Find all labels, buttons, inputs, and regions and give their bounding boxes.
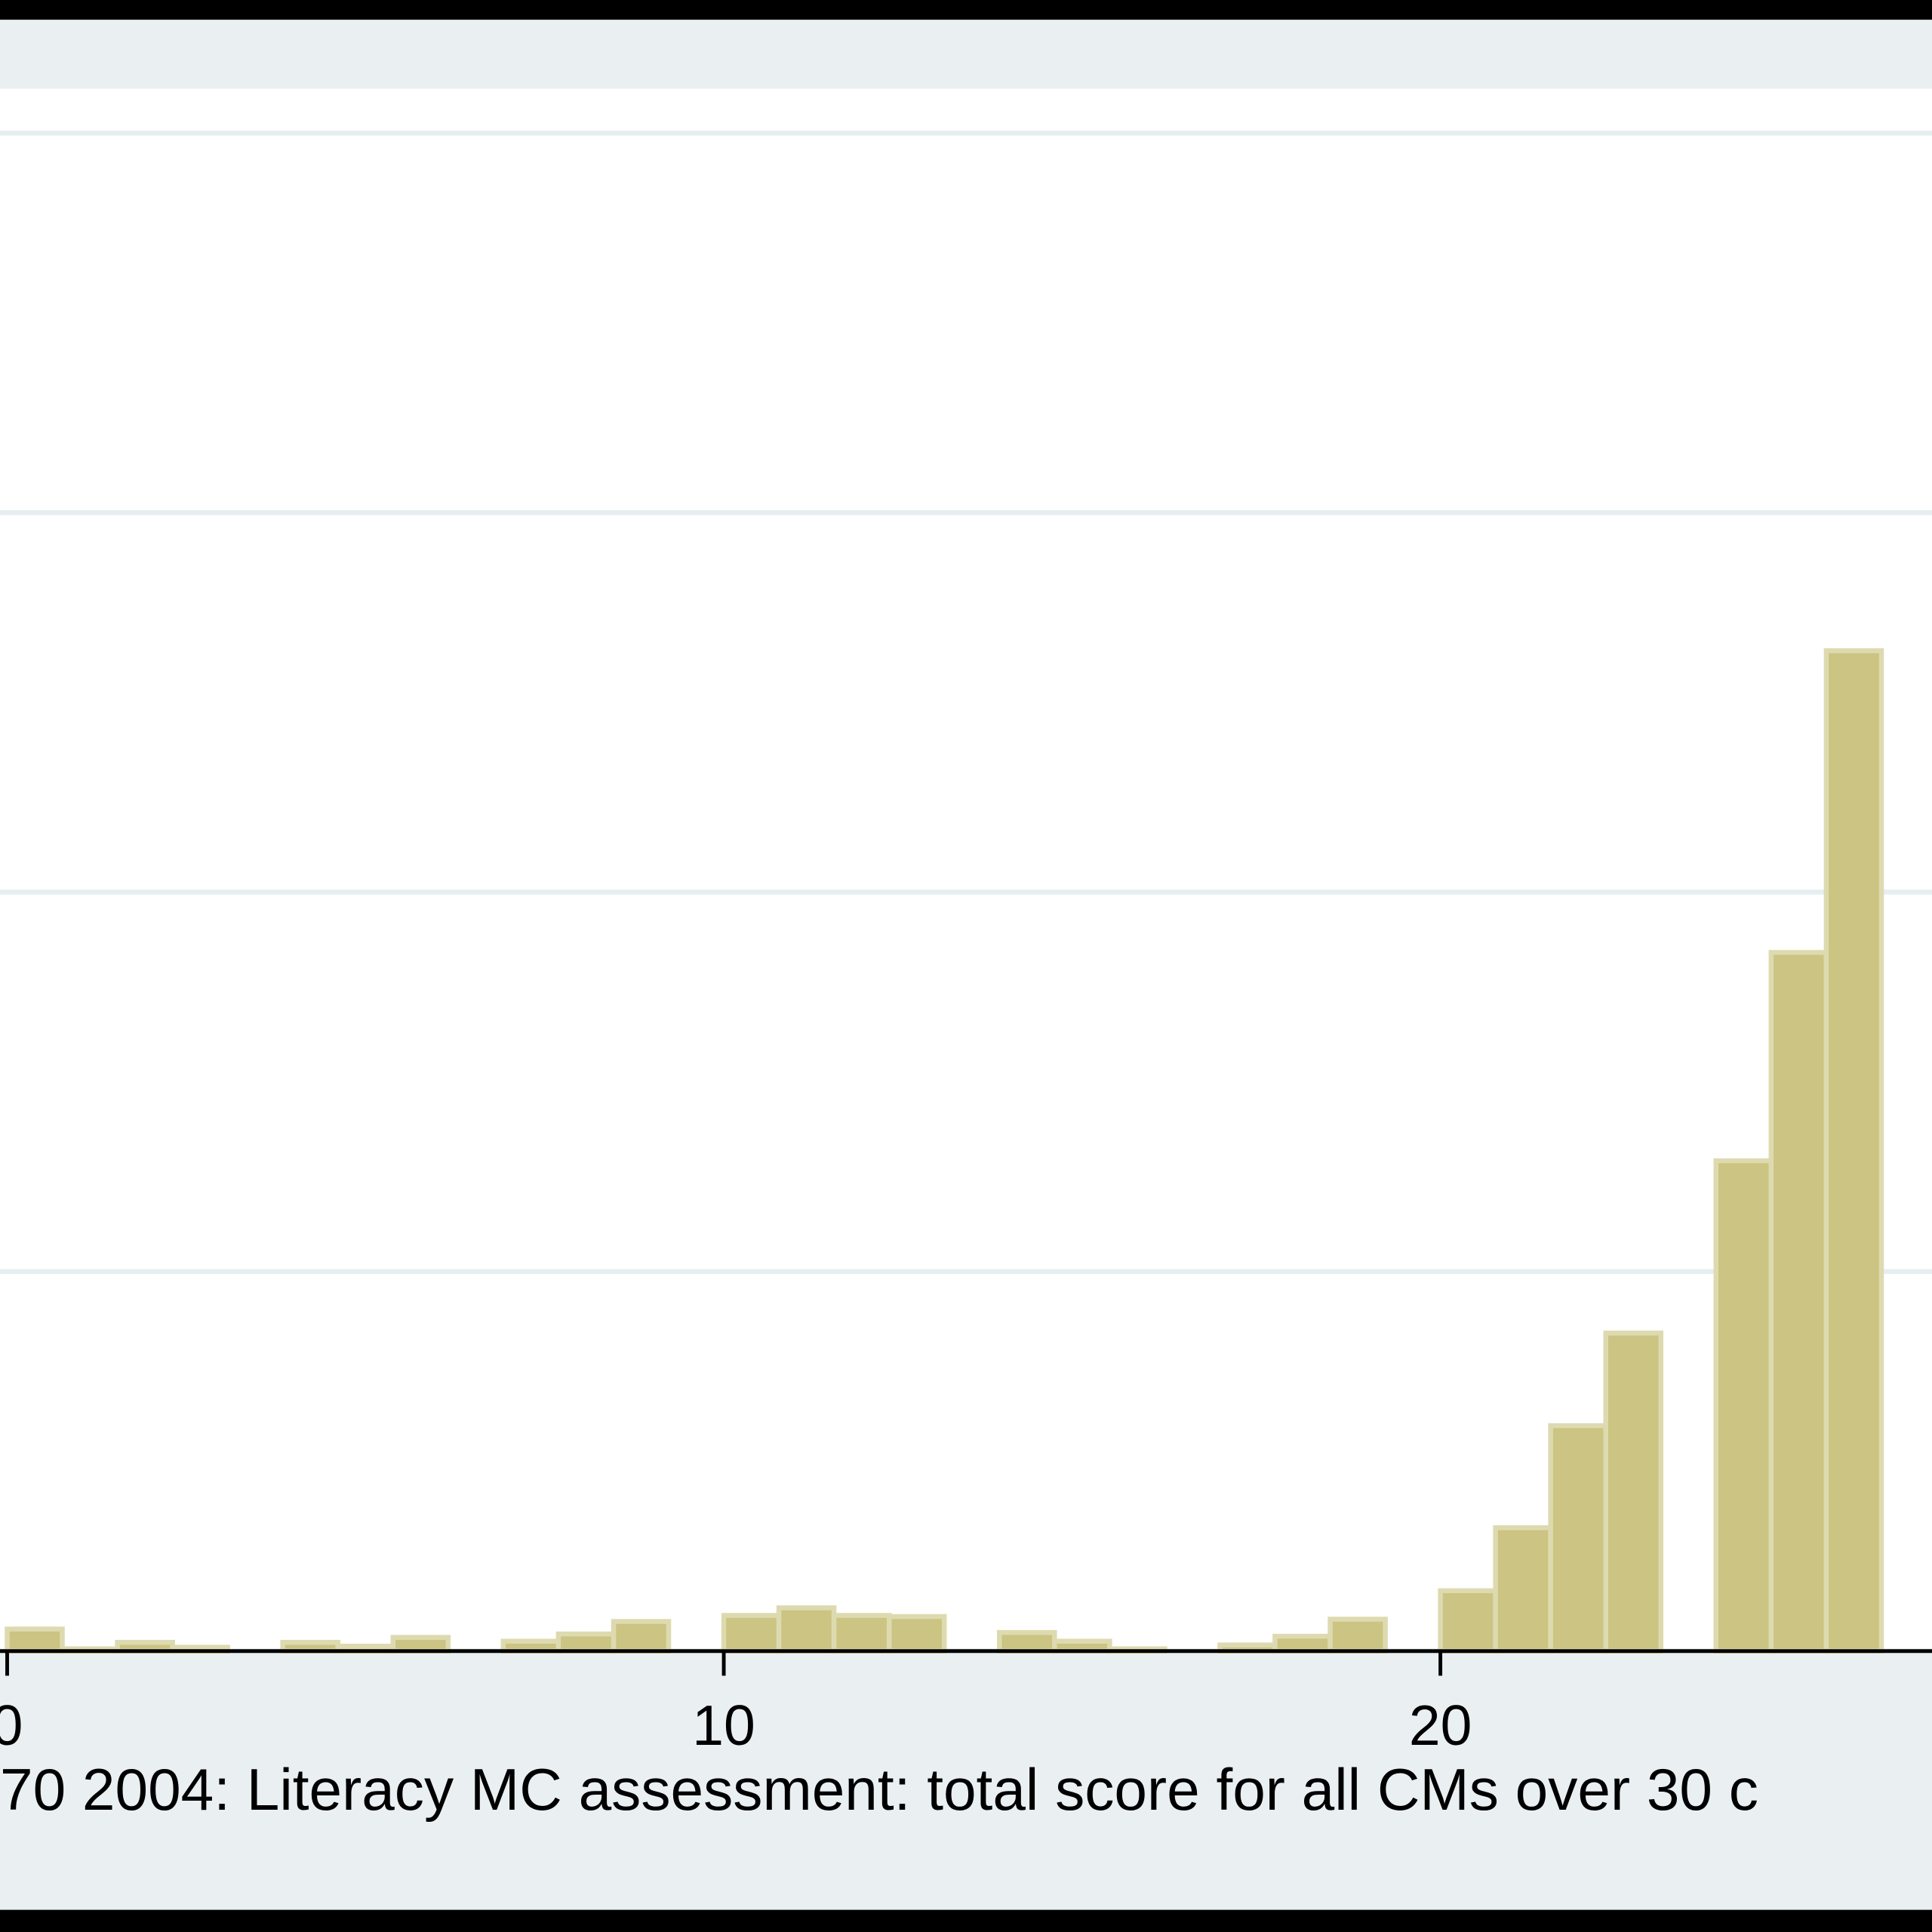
- bar: [831, 1613, 892, 1654]
- bar: [1327, 1617, 1388, 1654]
- x-tick-label: 10: [692, 1694, 755, 1757]
- bar: [390, 1635, 451, 1654]
- x-axis-label: 70 2004: Literacy MC assessment: total s…: [0, 1756, 1758, 1823]
- bar: [1603, 1331, 1664, 1654]
- bar: [721, 1613, 782, 1654]
- x-tick-label: 0: [0, 1694, 23, 1757]
- bar: [1493, 1525, 1553, 1654]
- bar: [886, 1614, 947, 1654]
- bar: [1713, 1158, 1774, 1654]
- bar: [776, 1605, 837, 1654]
- bar: [1768, 949, 1829, 1654]
- bar: [5, 1626, 65, 1654]
- bar: [1438, 1588, 1498, 1654]
- x-tick-label: 20: [1409, 1694, 1472, 1757]
- bar: [555, 1631, 617, 1654]
- bar: [996, 1629, 1057, 1654]
- bar: [611, 1619, 672, 1654]
- bar: [1548, 1423, 1609, 1654]
- bar: [1823, 648, 1884, 1654]
- bar: [1272, 1633, 1333, 1654]
